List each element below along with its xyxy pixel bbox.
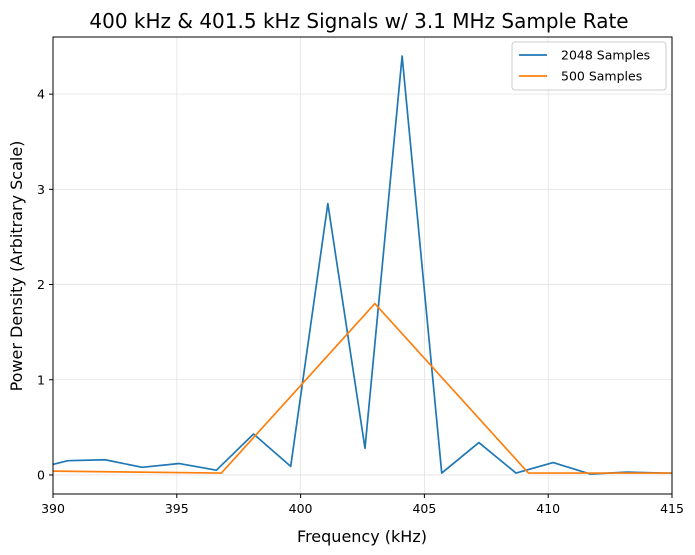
y-ticks: 0 1 2 3 4 (37, 87, 53, 482)
legend-label-1: 500 Samples (561, 69, 642, 84)
x-axis-label: Frequency (kHz) (297, 527, 427, 546)
y-tick-label: 2 (37, 277, 45, 292)
y-tick-label: 3 (37, 182, 45, 197)
y-axis-label: Power Density (Arbitrary Scale) (7, 141, 26, 392)
x-tick-label: 405 (412, 501, 436, 516)
series-line-0 (53, 55, 672, 475)
legend-label-0: 2048 Samples (561, 48, 650, 63)
legend: 2048 Samples 500 Samples (511, 41, 667, 91)
x-tick-label: 390 (41, 501, 65, 516)
chart-title: 400 kHz & 401.5 kHz Signals w/ 3.1 MHz S… (89, 9, 628, 33)
series-line-1 (53, 302, 672, 474)
y-tick-label: 4 (37, 87, 45, 102)
x-tick-label: 400 (289, 501, 313, 516)
y-tick-label: 0 (37, 467, 45, 482)
x-tick-label: 415 (660, 501, 684, 516)
legend-box (511, 41, 667, 91)
x-tick-label: 395 (165, 501, 189, 516)
grid (52, 37, 673, 494)
y-tick-label: 1 (37, 372, 45, 387)
series-lines (53, 55, 672, 475)
x-ticks: 390 395 400 405 410 415 (41, 494, 684, 516)
x-tick-label: 410 (536, 501, 560, 516)
plot-frame (52, 36, 673, 495)
